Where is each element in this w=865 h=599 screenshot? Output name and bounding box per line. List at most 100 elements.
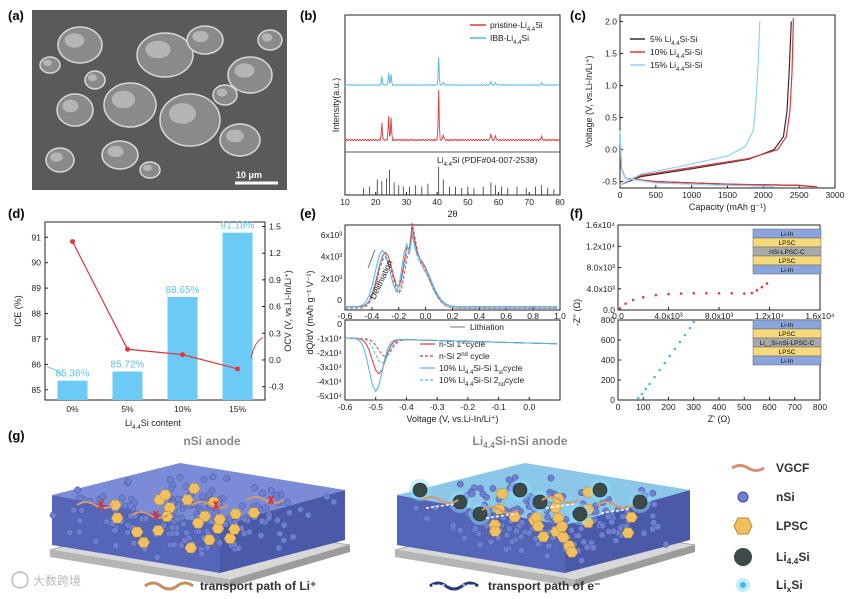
voltage-chart: 0 500 1000 1500 2000 2500 3000 -0.5 0.0 0.5 1.0 1.5… [584,14,845,212]
dqdv-ytick-bottom-label: 0 [337,319,342,329]
legend-nsi-label: nSi [776,490,795,504]
ice-ylabel: ICE (%) [13,295,23,327]
sem-particle-highlight [145,40,171,59]
nsi-particle [638,487,645,494]
lpsc-particle [223,533,237,544]
li44si-icon [734,548,752,566]
xrd-xtick-label: 60 [494,197,504,207]
eis-cell-layer-label: LPSC [779,258,796,265]
nsi-particle [112,542,120,549]
e-path-legend-icon [429,581,479,591]
nsi-particle [650,519,658,527]
ice-xlabel-part: Si content [141,418,182,428]
nsi-particle [654,523,662,531]
nsi-particle [182,483,190,490]
voltage-series-1-discharge [619,133,814,188]
nsi-particle [505,476,513,484]
ice-xtick-label: 15% [229,404,246,414]
nsi-particle [580,538,588,546]
dqdv-xtick-top-label: -0.4 [365,311,380,321]
lpsc-particle [565,546,579,558]
dqdv-legend-label-part: n-Si 1 [439,339,461,349]
ocv-point [70,239,75,245]
eis-point-bottom [636,396,640,400]
legend-lpsc-label: LPSC [776,519,808,533]
nsi-particle [605,528,613,536]
nsi-particle [166,476,174,484]
ocv-point [235,366,240,372]
eis-ytick-label: 400 [601,355,615,365]
nsi-icon [737,491,749,503]
dqdv-arrow-delithiation [367,249,376,269]
nsi-particle [103,518,111,526]
dqdv-legend-label-part: cycle [468,351,490,361]
dqdv-legend-label: 10% Li4.4Si-Si 1stcycle [439,363,523,376]
lpsc-particle [530,512,544,523]
slab-base-side [395,550,575,587]
eis-point-top [742,292,746,295]
nsi-particle [599,522,606,529]
eis-point-top [667,292,670,296]
eis-ytick-label: 800 [601,315,615,325]
li44si-particle [632,494,648,510]
lpsc-icon [733,517,753,535]
eis-cell-layer-label-part: Si-nSi-LPSC-C [771,340,815,347]
ice-bar [222,232,253,400]
xrd-xtick-label: 70 [525,197,535,207]
eis-point-top [750,291,754,295]
nsi-particle [258,517,266,525]
eis-ylabel: -Z'' (Ω) [572,299,582,326]
voltage-xtick-label: 3000 [826,190,845,200]
eis-point-top [717,291,721,295]
nsi-particle [76,517,84,525]
nsi-particle [272,491,280,499]
nsi-particle [168,523,176,531]
eis-point-top [755,289,759,292]
eis-chart: 0.0 4.0x10³ 8.0x10³ 1.2x10⁴ 1.6x10⁴ 0.0 4.0x10… [572,220,835,424]
eis-cell-layer-label-part: Li [760,340,765,347]
eis-ytick-label: 200 [601,375,615,385]
nsi-particle [575,532,582,540]
sem-particle-highlight [107,145,124,158]
ice-ytick-label: 86 [32,359,42,369]
nsi-particle [275,544,283,552]
legend-li44si-label-part: Li [776,550,787,564]
legend-lixsi-label-part: Si [791,578,802,592]
ice-ytick-label: 85 [32,385,42,395]
nsi-particle [545,542,553,550]
lpsc-particle [211,523,225,534]
scale-bar-label: 10 μm [236,170,262,180]
nsi-particle [167,485,175,492]
dqdv-xtick-top-label: 0.4 [473,311,485,321]
nsi-particle [240,515,248,523]
voltage-xlabel: Capacity (mAh g⁻¹) [689,202,766,212]
nsi-particle [489,485,497,492]
nsi-particle [238,502,246,510]
nsi-particle [153,553,161,561]
li44si-particle [572,506,588,522]
nsi-particle [503,531,511,539]
legend-lixsi-label-part: x [787,584,792,594]
slab-right [220,490,345,573]
lpsc-particle [159,489,172,501]
nsi-particle [518,546,525,554]
nsi-particle [175,495,182,503]
nsi-particle [650,501,658,508]
ocv-ytick-label: 0.0 [269,355,281,365]
eis-point-bottom [640,392,644,396]
nsi-particle [412,504,420,512]
nsi-particle [461,534,468,542]
voltage-xtick-label: 0 [618,190,623,200]
voltage-series-3-discharge [619,130,775,188]
nsi-particle [522,496,530,504]
lpsc-particle [228,524,241,535]
eis-point-bottom [653,375,656,379]
xrd-ref-label-part: Si (PDF#04-007-2538) [452,155,538,165]
eis-point-top [705,291,708,295]
eis-point-bottom [658,368,661,372]
eis-cell-layer-label: nSi-LPSC-C [769,249,805,256]
nsi-particle [330,498,338,506]
dqdv-legend-label: 10% Li4.4Si-Si 2ndcycle [439,375,525,388]
nsi-particle [662,540,670,548]
eis-cell-layer-label: LPSC [779,331,796,338]
